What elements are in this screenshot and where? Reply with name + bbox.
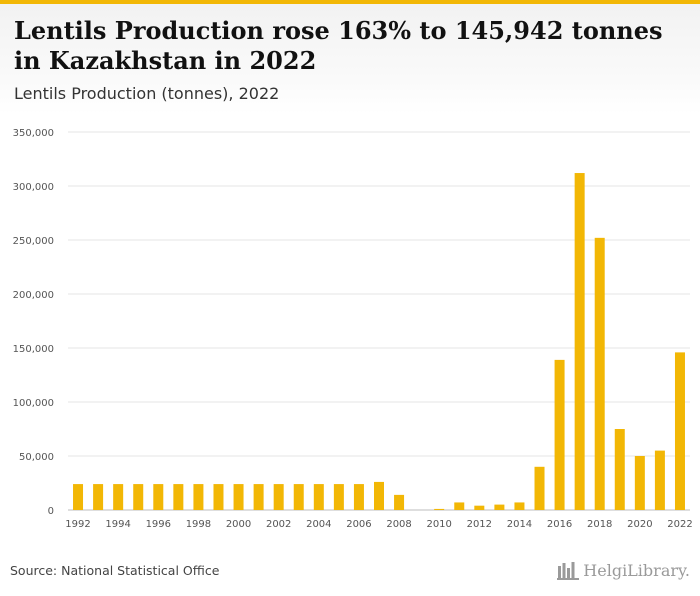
x-tick-label: 2002 [266,519,291,530]
x-tick-label: 2016 [547,519,572,530]
x-tick-label: 2008 [386,519,411,530]
bar-2014 [514,502,525,510]
bar-2017 [574,173,585,510]
gridlines [68,131,690,511]
y-tick-label: 350,000 [13,128,54,139]
bar-2006 [353,484,364,510]
x-tick-label: 2012 [467,519,492,530]
bar-1995 [133,484,144,510]
bar-1998 [193,484,204,510]
y-axis-tick-labels: 0 50,000 100,000 150,000 200,000 250,000 300,0… [13,128,54,517]
bar-2011 [454,502,465,510]
x-tick-label: 1994 [105,519,130,530]
x-tick-label: 1992 [65,519,90,530]
y-tick-label: 100,000 [13,398,54,409]
y-tick-label: 300,000 [13,182,54,193]
x-tick-label: 2010 [426,519,451,530]
helgilibrary-logo: HelgiLibrary. [557,560,690,580]
brand-name: HelgiLibrary. [583,560,690,580]
accent-top-bar [0,0,700,4]
bar-2010 [434,508,445,510]
x-tick-label: 1998 [186,519,211,530]
bar-2002 [273,484,284,510]
bar-1992 [73,484,84,510]
bar-2001 [253,484,264,510]
bar-1993 [93,484,104,510]
bar-2000 [233,484,244,510]
x-tick-label: 2014 [507,519,532,530]
x-tick-label: 2020 [627,519,652,530]
library-icon [557,562,580,580]
bar-2003 [293,484,304,510]
source-note: Source: National Statistical Office [10,563,220,578]
bar-2020 [634,456,645,510]
bars [73,173,685,510]
bar-2004 [313,484,324,510]
bar-2021 [654,450,665,510]
y-tick-label: 150,000 [13,344,54,355]
bar-1997 [173,484,184,510]
chart-subtitle: Lentils Production (tonnes), 2022 [14,84,280,103]
bar-1994 [113,484,124,510]
x-tick-label: 1996 [146,519,171,530]
y-tick-label: 200,000 [13,290,54,301]
bar-2012 [474,505,485,510]
bar-2015 [534,466,545,510]
bar-2013 [494,504,505,510]
x-tick-label: 2018 [587,519,612,530]
x-tick-label: 2022 [667,519,692,530]
bar-1999 [213,484,224,510]
bar-chart: 0 50,000 100,000 150,000 200,000 250,000 300,0… [13,128,693,530]
x-tick-label: 2000 [226,519,251,530]
x-tick-label: 2006 [346,519,371,530]
chart-title: Lentils Production rose 163% to 145,942 … [14,16,663,75]
x-axis-tick-labels: 1992 1994 1996 1998 2000 2002 2004 2006 2008 2010… [65,519,692,530]
bar-2022 [674,352,685,510]
x-tick-label: 2004 [306,519,331,530]
bar-2016 [554,359,565,510]
bar-2008 [394,494,405,510]
y-tick-label: 50,000 [19,452,54,463]
chart-header: Lentils Production rose 163% to 145,942 … [0,4,700,114]
bar-2007 [374,481,384,510]
y-tick-label: 0 [48,506,54,517]
bar-2019 [614,429,625,510]
bar-2018 [594,237,605,510]
bar-2005 [333,484,344,510]
y-tick-label: 250,000 [13,236,54,247]
bar-1996 [153,484,164,510]
